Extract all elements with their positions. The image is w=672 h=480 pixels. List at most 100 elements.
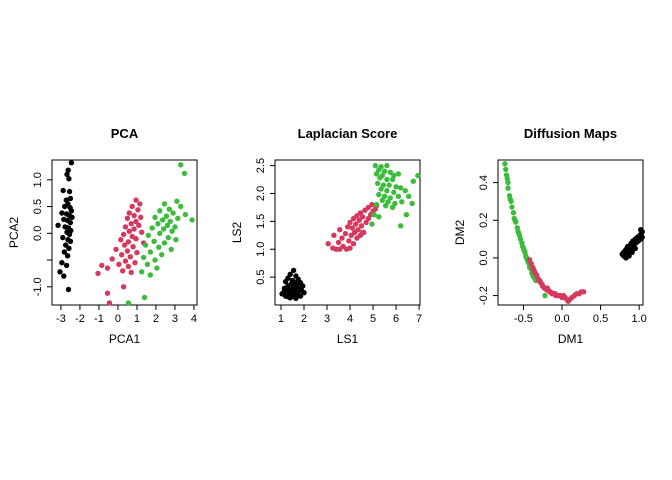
data-point	[66, 188, 73, 195]
data-point	[376, 167, 382, 173]
y-tick-label: -0.2	[478, 286, 490, 305]
y-tick-label: 2.0	[255, 186, 267, 201]
data-point	[157, 230, 163, 236]
data-point	[626, 253, 632, 259]
data-point	[126, 210, 132, 216]
x-tick-label: 0	[115, 313, 121, 325]
data-point	[389, 204, 396, 211]
data-point	[297, 293, 304, 299]
data-point	[301, 290, 307, 296]
data-point	[165, 234, 171, 241]
data-point	[175, 215, 181, 221]
data-point	[156, 244, 162, 250]
y-tick-label: 0.2	[478, 213, 490, 228]
series-group3	[125, 162, 195, 306]
plot-box	[274, 159, 421, 306]
data-point	[349, 225, 355, 231]
data-point	[125, 263, 132, 270]
data-point	[632, 245, 638, 252]
data-point	[151, 238, 157, 244]
data-point	[139, 229, 145, 235]
data-point	[365, 215, 372, 222]
panel-title: Laplacian Score	[298, 126, 398, 141]
y-axis-label: PCA2	[7, 217, 21, 249]
x-tick-label: 1	[278, 313, 284, 325]
data-point	[356, 217, 362, 223]
data-point	[399, 199, 405, 205]
data-point	[167, 218, 173, 225]
data-point	[135, 207, 141, 213]
data-point	[350, 241, 357, 247]
y-tick-label: 2.5	[255, 158, 267, 173]
y-axis-label: DM2	[453, 220, 467, 246]
data-point	[109, 256, 115, 262]
data-point	[164, 222, 171, 228]
series-group3	[369, 162, 421, 229]
data-point	[68, 160, 75, 166]
data-point	[509, 204, 515, 210]
data-point	[145, 232, 151, 239]
data-point	[372, 162, 378, 169]
data-point	[121, 242, 128, 248]
x-tick-label: 7	[416, 313, 422, 325]
data-point	[384, 188, 390, 194]
data-point	[120, 268, 126, 274]
data-point	[138, 214, 144, 220]
data-point	[173, 237, 179, 243]
x-axis-label: DM1	[558, 332, 584, 346]
data-point	[381, 168, 388, 174]
data-point	[59, 210, 65, 216]
data-point	[376, 191, 382, 198]
panel-title: Diffusion Maps	[524, 126, 617, 141]
data-point	[376, 214, 382, 220]
data-point	[160, 226, 167, 232]
data-point	[106, 300, 113, 306]
data-point	[385, 199, 391, 205]
panel-diffusion-maps: Diffusion Maps -0.5 0.0 0.5 1.0 -0.2 0.0 0.2 0.4…	[453, 126, 647, 346]
x-tick-label: 0.5	[593, 313, 608, 325]
data-point	[290, 267, 297, 274]
data-point	[60, 187, 66, 194]
data-point	[159, 217, 166, 223]
data-point	[122, 224, 129, 230]
data-point	[147, 249, 153, 255]
data-point	[373, 201, 380, 208]
data-point	[128, 269, 134, 276]
x-tick-label: -0.5	[514, 313, 533, 325]
data-point	[282, 278, 289, 285]
data-point	[360, 214, 366, 220]
data-point	[639, 234, 645, 240]
data-point	[391, 189, 397, 195]
data-point	[380, 182, 387, 188]
data-point	[403, 212, 410, 218]
data-point	[386, 182, 392, 188]
data-point	[410, 178, 416, 184]
data-point	[342, 230, 349, 237]
data-point	[505, 185, 511, 191]
x-axis-label: PCA1	[109, 332, 141, 346]
data-point	[128, 221, 134, 227]
data-point	[181, 170, 188, 177]
series-group2	[95, 197, 147, 306]
data-point	[389, 176, 396, 183]
data-point	[502, 161, 508, 167]
data-point	[67, 195, 74, 202]
data-point	[66, 231, 73, 238]
data-point	[132, 260, 138, 266]
x-tick-label: 5	[370, 313, 376, 325]
data-point	[395, 171, 402, 177]
x-axis-label: LS1	[337, 332, 359, 346]
data-point	[126, 228, 132, 234]
data-point	[141, 294, 148, 301]
data-point	[393, 184, 399, 190]
data-point	[293, 295, 299, 301]
data-point	[384, 176, 390, 183]
data-point	[369, 221, 375, 227]
x-tick-label: 4	[191, 313, 197, 325]
data-point	[159, 252, 165, 258]
data-point	[125, 239, 132, 245]
data-point	[161, 201, 168, 207]
data-point	[415, 172, 421, 179]
data-point	[95, 270, 101, 277]
